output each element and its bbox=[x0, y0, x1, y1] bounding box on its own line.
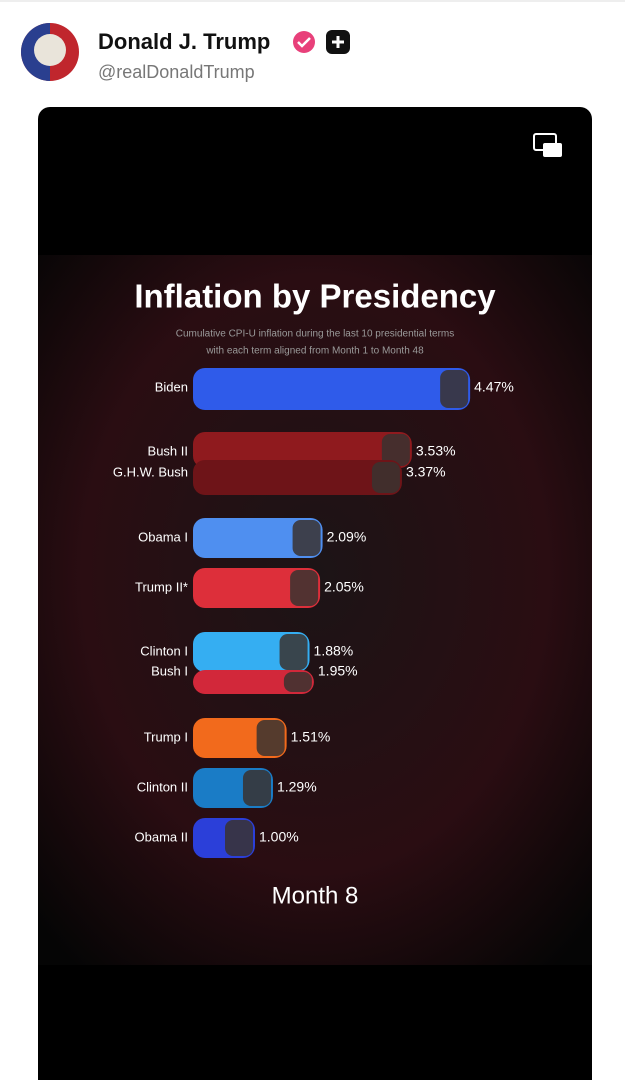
value-label: 3.37% bbox=[406, 464, 446, 480]
annotation: Month 8 bbox=[272, 882, 359, 909]
bar bbox=[193, 518, 323, 558]
plus-badge[interactable] bbox=[326, 30, 350, 54]
portrait bbox=[381, 434, 410, 466]
fullscreen-icon[interactable] bbox=[533, 133, 562, 157]
portrait bbox=[283, 672, 312, 692]
value-label: 1.51% bbox=[291, 729, 331, 745]
category-label: Obama II bbox=[135, 829, 188, 844]
value-label: 1.88% bbox=[314, 643, 354, 659]
value-label: 1.29% bbox=[277, 779, 317, 795]
category-label: Clinton II bbox=[137, 779, 188, 794]
verified-badge bbox=[293, 31, 315, 53]
bar bbox=[193, 460, 402, 495]
portrait bbox=[256, 720, 285, 756]
category-label: Trump I bbox=[144, 729, 188, 744]
portrait bbox=[292, 520, 321, 556]
chart-subtitle: Cumulative CPI-U inflation during the la… bbox=[176, 329, 454, 340]
avatar[interactable] bbox=[20, 22, 80, 82]
value-label: 2.09% bbox=[327, 529, 367, 545]
value-label: 2.05% bbox=[324, 579, 364, 595]
category-label: Bush I bbox=[151, 663, 188, 678]
value-label: 4.47% bbox=[474, 379, 514, 395]
category-label: Bush II bbox=[148, 443, 188, 458]
portrait bbox=[225, 820, 253, 856]
bar bbox=[193, 670, 314, 694]
chart-title: Inflation by Presidency bbox=[134, 278, 496, 315]
user-handle[interactable]: @realDonaldTrump bbox=[98, 62, 255, 82]
bar bbox=[193, 568, 321, 608]
chart-subtitle: with each term aligned from Month 1 to M… bbox=[205, 346, 424, 357]
portrait bbox=[440, 370, 469, 408]
value-label: 3.53% bbox=[416, 443, 456, 459]
portrait bbox=[371, 462, 400, 493]
bar bbox=[193, 368, 471, 410]
bar bbox=[193, 432, 412, 468]
bars: Biden 4.47% Bush II 3.53% G.H.W. Bush 3.37% Ob… bbox=[113, 368, 514, 858]
value-label: 1.00% bbox=[259, 829, 299, 845]
portrait bbox=[290, 570, 319, 606]
user-name[interactable]: Donald J. Trump bbox=[98, 29, 270, 54]
category-label: Obama I bbox=[138, 529, 188, 544]
portrait bbox=[242, 770, 271, 806]
category-label: Trump II* bbox=[135, 579, 188, 594]
category-label: Clinton I bbox=[140, 643, 188, 658]
value-label: 1.95% bbox=[318, 663, 358, 679]
category-label: Biden bbox=[155, 379, 188, 394]
chart-background bbox=[38, 255, 592, 965]
category-label: G.H.W. Bush bbox=[113, 464, 188, 479]
portrait bbox=[279, 634, 308, 670]
